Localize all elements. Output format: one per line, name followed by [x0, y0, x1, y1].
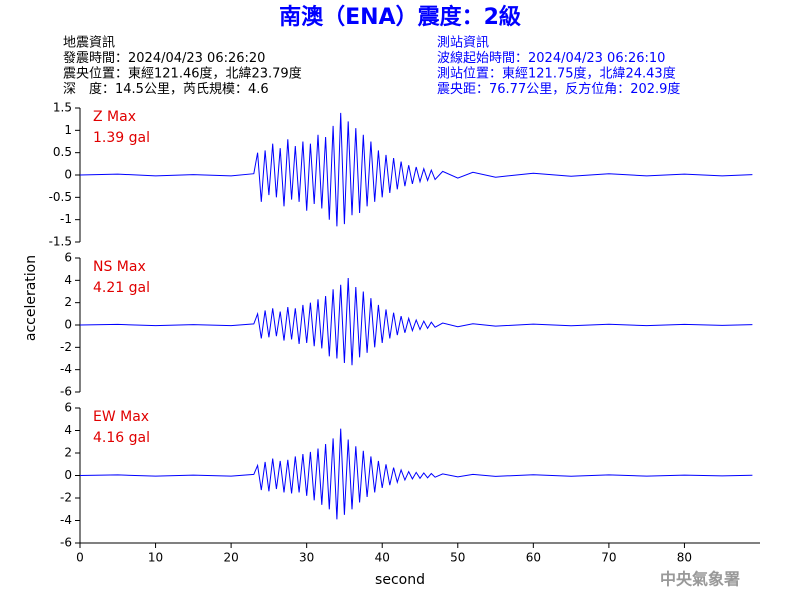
waveform — [79, 277, 753, 366]
x-tick-label: 60 — [526, 551, 541, 565]
y-tick-label: 2 — [64, 295, 72, 309]
y-tick-label: -4 — [60, 362, 72, 376]
y-tick-label: 2 — [64, 446, 72, 460]
event-info: 深 度：14.5公里，芮氏規模：4.6 — [63, 81, 269, 97]
y-tick-label: -6 — [60, 385, 72, 399]
y-tick-label: 6 — [64, 401, 72, 415]
max-annotation: 4.16 gal — [93, 430, 150, 446]
x-tick-label: 40 — [375, 551, 390, 565]
y-tick-label: 6 — [64, 251, 72, 265]
x-tick-label: 70 — [601, 551, 616, 565]
y-tick-label: 4 — [64, 273, 72, 287]
y-tick-label: 0 — [64, 168, 72, 182]
station-info: 測站資訊 — [437, 36, 489, 51]
y-tick-label: 1.5 — [53, 101, 72, 115]
max-annotation: 1.39 gal — [93, 130, 150, 146]
watermark: 中央氣象署 — [660, 570, 740, 589]
x-tick-label: 20 — [223, 551, 238, 565]
station-info: 測站位置：東經121.75度，北緯24.43度 — [437, 66, 676, 82]
station-info: 波線起始時間：2024/04/23 06:26:10 — [437, 50, 665, 66]
x-tick-label: 80 — [677, 551, 692, 565]
y-tick-label: -2 — [60, 491, 72, 505]
y-tick-label: 0 — [64, 468, 72, 482]
event-info: 發震時間：2024/04/23 06:26:20 — [63, 51, 265, 66]
max-annotation: Z Max — [93, 109, 136, 125]
event-info: 震央位置：東經121.46度，北緯23.79度 — [63, 66, 302, 82]
x-tick-label: 0 — [76, 551, 84, 565]
chart-title: 南澳（ENA）震度：2級 — [279, 4, 521, 30]
max-annotation: EW Max — [93, 409, 149, 425]
y-tick-label: 1 — [64, 123, 72, 137]
y-tick-label: -6 — [60, 536, 72, 550]
y-tick-label: -2 — [60, 340, 72, 354]
y-tick-label: 4 — [64, 423, 72, 437]
x-axis-label: second — [375, 572, 425, 588]
waveform — [79, 112, 753, 227]
y-tick-label: -1 — [60, 212, 72, 226]
y-axis-label: acceleration — [23, 255, 39, 341]
max-annotation: NS Max — [93, 259, 146, 275]
x-tick-label: 30 — [299, 551, 314, 565]
x-tick-label: 50 — [450, 551, 465, 565]
y-tick-label: -4 — [60, 513, 72, 527]
y-tick-label: 0.5 — [53, 145, 72, 159]
event-info: 地震資訊 — [63, 36, 115, 51]
waveform — [79, 428, 753, 520]
max-annotation: 4.21 gal — [93, 280, 150, 296]
x-tick-label: 10 — [148, 551, 163, 565]
station-info: 震央距：76.77公里，反方位角：202.9度 — [437, 81, 680, 97]
y-tick-label: 0 — [64, 318, 72, 332]
y-tick-label: -1.5 — [49, 235, 72, 249]
y-tick-label: -0.5 — [49, 190, 72, 204]
